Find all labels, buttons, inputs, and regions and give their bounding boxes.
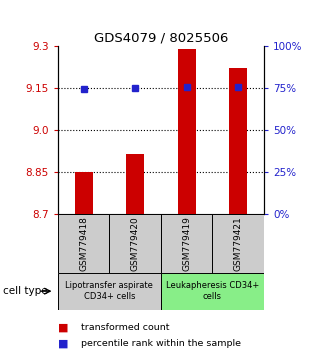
Text: GSM779419: GSM779419 xyxy=(182,216,191,271)
Text: ■: ■ xyxy=(58,322,68,332)
Text: transformed count: transformed count xyxy=(81,323,169,332)
Text: percentile rank within the sample: percentile rank within the sample xyxy=(81,339,241,348)
Text: GSM779421: GSM779421 xyxy=(234,216,243,271)
Bar xyxy=(75,172,92,214)
Text: ■: ■ xyxy=(58,338,68,348)
Text: GSM779418: GSM779418 xyxy=(79,216,88,271)
Bar xyxy=(109,214,161,273)
Text: Lipotransfer aspirate
CD34+ cells: Lipotransfer aspirate CD34+ cells xyxy=(65,281,153,301)
Bar xyxy=(213,214,264,273)
Text: cell type: cell type xyxy=(3,286,48,296)
Bar xyxy=(161,214,213,273)
Bar xyxy=(126,154,144,214)
Bar xyxy=(178,49,196,214)
Bar xyxy=(229,68,247,214)
Bar xyxy=(58,214,109,273)
Text: Leukapheresis CD34+
cells: Leukapheresis CD34+ cells xyxy=(166,281,259,301)
Text: GSM779420: GSM779420 xyxy=(131,216,140,271)
Title: GDS4079 / 8025506: GDS4079 / 8025506 xyxy=(94,32,228,45)
Bar xyxy=(58,273,161,310)
Bar xyxy=(161,273,264,310)
